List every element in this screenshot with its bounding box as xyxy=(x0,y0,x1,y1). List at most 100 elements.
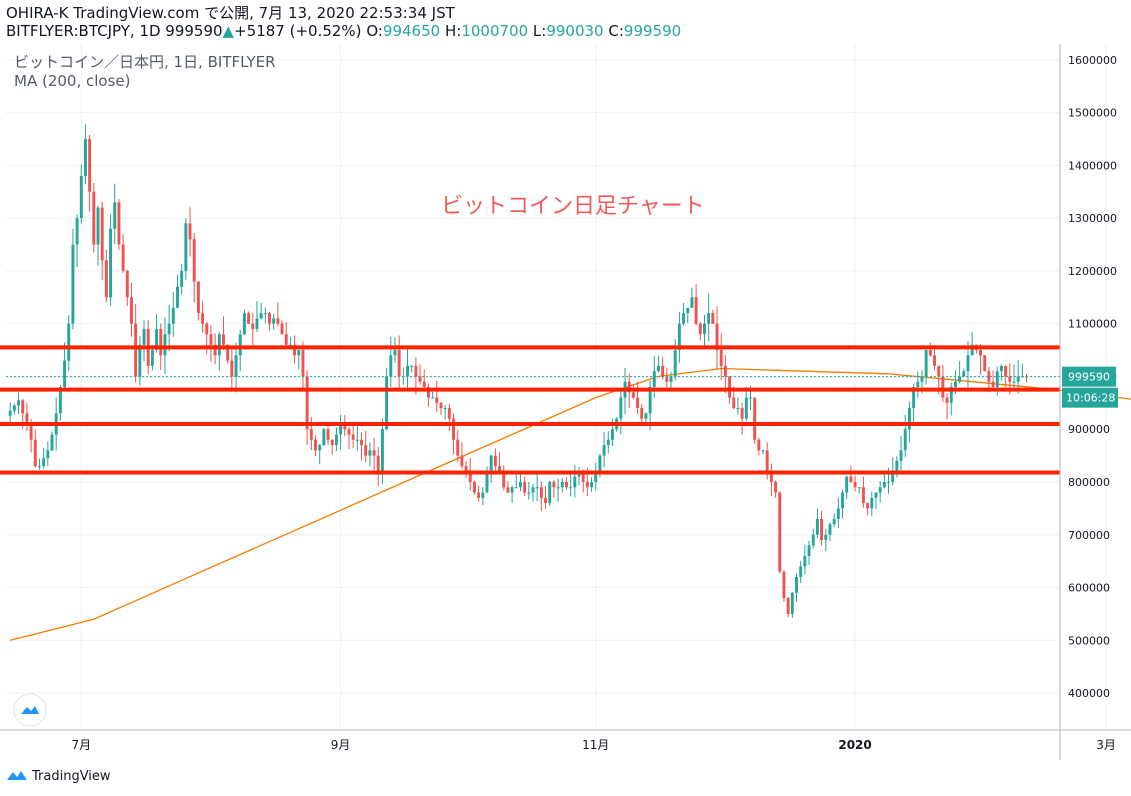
candle-body xyxy=(502,471,506,488)
candle-body xyxy=(636,397,640,409)
candle-body xyxy=(602,445,606,456)
candle-body xyxy=(17,400,21,406)
y-tick-label: 1100000 xyxy=(1068,318,1117,331)
candle-body xyxy=(594,471,598,482)
candle-body xyxy=(1016,376,1020,382)
candle-body xyxy=(37,466,41,468)
close-value: 999590 xyxy=(623,22,682,40)
price-change: +5187 (+0.52%) xyxy=(234,22,362,40)
tradingview-logo-icon xyxy=(7,771,27,780)
candle-body xyxy=(619,397,623,419)
candle-body xyxy=(456,439,460,456)
candle-body xyxy=(878,487,882,493)
y-tick-label: 1300000 xyxy=(1068,212,1117,225)
candle-body xyxy=(510,487,514,493)
candle-body xyxy=(468,471,472,482)
candle-body xyxy=(71,244,75,324)
candle-body xyxy=(205,323,209,335)
candle-body xyxy=(121,244,125,271)
countdown-text: 10:06:28 xyxy=(1066,392,1115,405)
candle-body xyxy=(836,508,840,519)
candle-body xyxy=(736,408,740,410)
candle-body xyxy=(953,381,957,387)
candle-body xyxy=(631,392,635,398)
tradingview-watermark-icon xyxy=(13,693,47,727)
candle-body xyxy=(330,439,334,446)
x-tick-label: 7月 xyxy=(71,738,91,752)
candle-body xyxy=(966,355,970,372)
price-tags: 999590 10:06:28 xyxy=(1062,366,1118,408)
candle-body xyxy=(150,350,154,366)
candle-body xyxy=(832,518,836,525)
candle-body xyxy=(673,350,677,377)
candle-body xyxy=(297,350,301,356)
candle-body xyxy=(945,397,949,403)
candle-body xyxy=(774,481,778,493)
candle-body xyxy=(987,371,991,382)
candle-body xyxy=(209,334,213,345)
candle-body xyxy=(171,307,175,324)
candle-body xyxy=(159,328,163,356)
candle-body xyxy=(393,350,397,356)
candle-body xyxy=(518,481,522,488)
candle-body xyxy=(539,487,543,498)
candle-body xyxy=(63,360,67,387)
candle-body xyxy=(882,481,886,488)
candle-body xyxy=(778,492,782,572)
candle-body xyxy=(962,371,966,377)
candle-body xyxy=(640,408,644,419)
candle-body xyxy=(690,297,694,308)
footer-brand[interactable]: TradingView xyxy=(32,768,111,784)
candle-body xyxy=(891,471,895,482)
y-tick-label: 900000 xyxy=(1068,423,1110,436)
candle-body xyxy=(703,323,706,335)
candle-body xyxy=(88,138,92,192)
candle-body xyxy=(326,429,330,440)
candle-body xyxy=(581,471,585,482)
candle-body xyxy=(506,487,510,493)
candle-body xyxy=(25,413,29,424)
candle-body xyxy=(644,413,648,419)
candle-body xyxy=(50,434,54,451)
candle-body xyxy=(749,397,752,399)
x-tick-label: 11月 xyxy=(582,738,609,752)
candle-body xyxy=(920,376,924,382)
candle-body xyxy=(347,429,351,435)
candle-body xyxy=(611,429,614,440)
candle-body xyxy=(849,476,853,482)
countdown-tag xyxy=(1062,387,1118,408)
publish-line: OHIRA-K TradingView.com で公開, 7月 13, 2020… xyxy=(6,4,455,22)
candle-body xyxy=(556,487,560,489)
candle-body xyxy=(125,270,129,298)
candle-body xyxy=(569,487,573,489)
candle-body xyxy=(719,350,723,366)
symbol-info: BITFLYER:BTCJPY, 1D 999590 xyxy=(6,22,223,40)
candle-body xyxy=(694,297,698,324)
candle-body xyxy=(443,408,447,410)
candle-body xyxy=(769,471,773,482)
last-price-text: 999590 xyxy=(1068,371,1110,384)
candle-body xyxy=(58,387,62,414)
candle-body xyxy=(372,450,376,456)
candle-body xyxy=(535,487,539,489)
candle-body xyxy=(284,334,288,345)
candle-body xyxy=(573,476,577,488)
axes-layer: 1600000 1500000 1400000 1300000 1200000 11000… xyxy=(0,44,1131,760)
candle-body xyxy=(979,350,982,356)
candle-body xyxy=(665,376,669,382)
candle-body xyxy=(711,313,715,324)
candle-body xyxy=(431,397,435,399)
x-tick-label: 3月 xyxy=(1096,738,1116,752)
candle-body xyxy=(201,313,205,324)
candle-body xyxy=(230,360,234,377)
candle-body xyxy=(343,423,347,430)
candle-body xyxy=(268,313,271,324)
candle-body xyxy=(301,350,305,377)
candle-body xyxy=(263,313,267,315)
y-tick-label: 1400000 xyxy=(1068,159,1117,172)
candle-body xyxy=(531,487,535,493)
price-chart[interactable]: 1600000 1500000 1400000 1300000 1200000 11000… xyxy=(0,44,1131,764)
candle-body xyxy=(928,350,932,356)
candle-body xyxy=(912,387,916,409)
candle-body xyxy=(757,439,761,451)
